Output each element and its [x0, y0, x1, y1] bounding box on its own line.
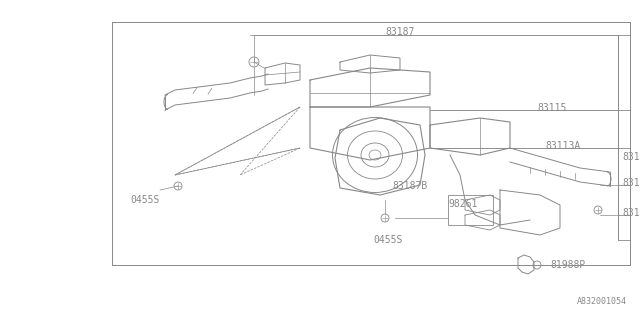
Text: 83113A: 83113A — [545, 141, 580, 151]
Text: 83114: 83114 — [622, 178, 640, 188]
Text: 83187: 83187 — [622, 208, 640, 218]
Text: A832001054: A832001054 — [577, 298, 627, 307]
Text: 83111: 83111 — [622, 152, 640, 162]
Text: 98261: 98261 — [448, 199, 477, 209]
Text: 0455S: 0455S — [373, 235, 403, 245]
Text: 83115: 83115 — [537, 103, 566, 113]
Bar — [448, 195, 493, 225]
Text: 83187B: 83187B — [392, 181, 428, 191]
Text: 83187: 83187 — [385, 27, 414, 37]
Text: 0455S: 0455S — [131, 195, 160, 205]
Text: 81988P: 81988P — [550, 260, 585, 270]
